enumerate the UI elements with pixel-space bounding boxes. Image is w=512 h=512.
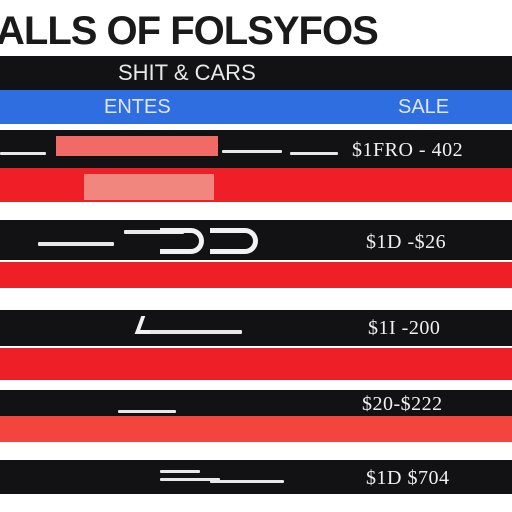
row-price: $1D -$26 [366, 231, 447, 253]
table-row[interactable]: $20-$222 [0, 390, 512, 416]
page-title: ALLS OF FOLSYFOS [0, 9, 379, 53]
subheader-bar: SHIT & CARS [0, 56, 512, 90]
row-accent-band [0, 416, 512, 442]
table-row[interactable]: $1D $704 [0, 460, 512, 494]
row-accent-band [0, 262, 512, 288]
row-price: $1D $704 [366, 467, 450, 489]
column-header-bar: ENTES SALE [0, 90, 512, 124]
row-glyph [160, 228, 204, 254]
row-swatch [56, 136, 218, 156]
table-row[interactable]: $1FRO - 402 [0, 130, 512, 168]
table-row[interactable]: $1D -$26 [0, 220, 512, 260]
row-bar [124, 230, 184, 234]
row-bar [222, 150, 282, 153]
row-price: $20-$222 [362, 393, 443, 415]
row-price: $1I -200 [368, 317, 441, 339]
row-bar [160, 470, 200, 473]
column-header-entes[interactable]: ENTES [104, 96, 171, 118]
row-price: $1FRO - 402 [352, 139, 464, 161]
table-row[interactable]: $1I -200 [0, 310, 512, 346]
row-swatch [84, 174, 214, 200]
subheader-label: SHIT & CARS [118, 60, 256, 85]
row-bar [150, 330, 242, 334]
row-bar [118, 410, 176, 413]
row-bar [210, 480, 284, 483]
row-bar [0, 152, 46, 155]
row-glyph [210, 228, 258, 254]
row-bar [38, 242, 114, 246]
row-accent-band [0, 168, 512, 202]
row-bar [160, 478, 220, 481]
row-bar [290, 152, 338, 155]
column-header-sale[interactable]: SALE [398, 96, 450, 118]
row-accent-band [0, 348, 512, 380]
